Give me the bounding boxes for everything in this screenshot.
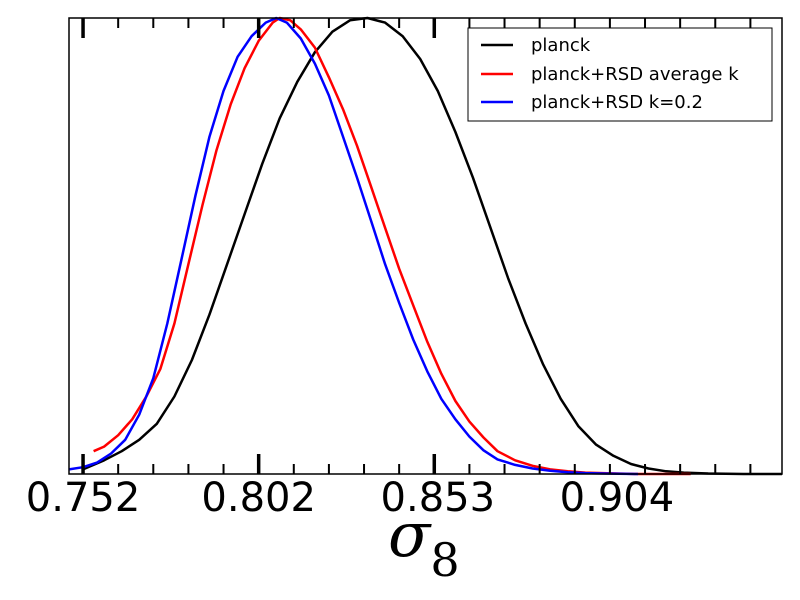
x-tick-label: 0.853 <box>381 475 496 521</box>
x-tick-label: 0.802 <box>201 475 316 521</box>
legend-label-planck-rsd-k02: planck+RSD k=0.2 <box>531 92 703 113</box>
plot-frame <box>68 17 783 475</box>
legend: planck planck+RSD average k planck+RSD k… <box>467 27 773 122</box>
x-axis-label-subscript: 8 <box>430 533 459 587</box>
x-axis-label: σ8 <box>388 498 460 587</box>
legend-box <box>467 27 773 122</box>
x-axis-label-symbol: σ <box>388 498 432 571</box>
x-tick-labels: 0.752 0.802 0.853 0.904 <box>26 475 674 521</box>
series-line-0 <box>82 16 782 476</box>
x-ticks <box>81 18 752 474</box>
series-line-1 <box>93 16 691 476</box>
curves-layer <box>68 16 782 476</box>
x-tick-label: 0.904 <box>560 475 675 521</box>
legend-label-planck: planck <box>531 35 591 56</box>
x-tick-label: 0.752 <box>26 475 141 521</box>
legend-label-planck-rsd-average-k: planck+RSD average k <box>531 64 739 85</box>
series-line-2 <box>68 16 639 476</box>
